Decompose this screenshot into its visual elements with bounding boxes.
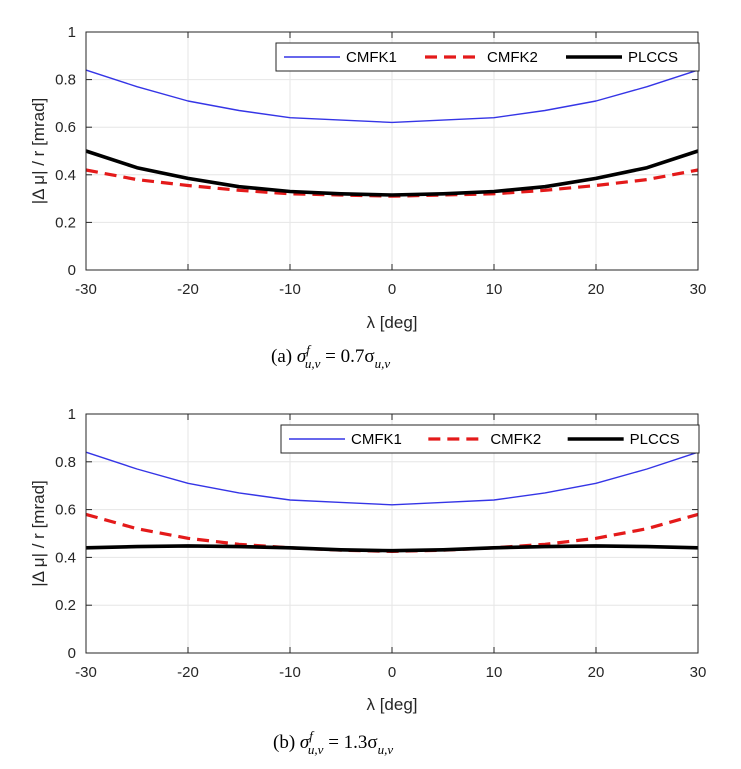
x-tick-label: -10 [279,664,301,681]
caption-part: u,v [305,356,321,371]
y-tick-label: 0.4 [55,549,76,566]
series-line-plccs [85,544,699,553]
legend-label-plccs: PLCCS [630,431,680,448]
caption-part: σ [300,732,310,753]
caption-part: u,v [308,742,324,757]
caption-part: σ [297,346,307,367]
caption-part: u,v [375,356,391,371]
legend: CMFK1 CMFK2 PLCCS [275,42,700,72]
panel-caption: (b) σf u,v = 1.3σu,v [273,728,393,757]
x-tick-label: 0 [388,664,396,681]
x-tick-label: 0 [388,281,396,298]
x-tick-label: -30 [75,281,97,298]
legend-box [275,42,700,72]
y-tick-label: 0.6 [55,502,76,519]
y-axis-label: |Δ μ| / r [mrad] [29,480,48,587]
x-tick-label: -10 [279,281,301,298]
chart-panel-b: -30 -20 -10 0 10 20 30 0 0.2 0.4 0.6 0.8 1 λ [deg] |Δ … [29,406,706,757]
legend-label-cmfk2: CMFK2 [490,431,541,448]
caption-part: u,v [378,742,394,757]
x-tick-label: 20 [588,281,605,298]
y-tick-label: 0.6 [55,119,76,136]
legend-label-cmfk2: CMFK2 [487,49,538,66]
legend-box [280,424,700,454]
y-tick-label: 0.2 [55,597,76,614]
y-tick-label: 0.8 [55,72,76,89]
x-tick-label: 30 [690,281,707,298]
x-tick-label: 30 [690,664,707,681]
panel-caption: (a) σf u,v = 0.7σu,v [271,342,390,371]
series-line-cmfk1 [85,451,699,506]
x-tick-label: -30 [75,664,97,681]
x-tick-label: -20 [177,281,199,298]
series-line-plccs [85,149,699,197]
legend-label-plccs: PLCCS [628,49,678,66]
y-axis-label: |Δ μ| / r [mrad] [29,98,48,205]
x-tick-label: -20 [177,664,199,681]
y-tick-label: 0 [68,262,76,279]
legend-label-cmfk1: CMFK1 [346,49,397,66]
x-axis-label: λ [deg] [366,313,417,332]
caption-part: f [306,342,312,357]
caption-part: f [309,728,315,743]
y-tick-label: 0.4 [55,167,76,184]
caption-part: = 1.3σ [323,732,377,753]
y-tick-label: 0.2 [55,214,76,231]
series-line-cmfk1 [85,69,699,124]
caption-part: (b) [273,732,300,753]
legend-label-cmfk1: CMFK1 [351,431,402,448]
chart-panel-a: -30 -20 -10 0 10 20 30 0 0.2 0.4 0.6 0.8 1 λ [deg] |Δ … [29,24,706,371]
legend: CMFK1 CMFK2 PLCCS [280,424,700,454]
y-tick-label: 1 [68,406,76,423]
caption-part: (a) [271,346,297,367]
y-tick-label: 1 [68,24,76,41]
x-tick-label: 10 [486,281,503,298]
y-tick-label: 0.8 [55,454,76,471]
y-tick-label: 0 [68,645,76,662]
x-tick-label: 10 [486,664,503,681]
caption-part: = 0.7σ [320,346,374,367]
x-axis-label: λ [deg] [366,695,417,714]
x-tick-label: 20 [588,664,605,681]
